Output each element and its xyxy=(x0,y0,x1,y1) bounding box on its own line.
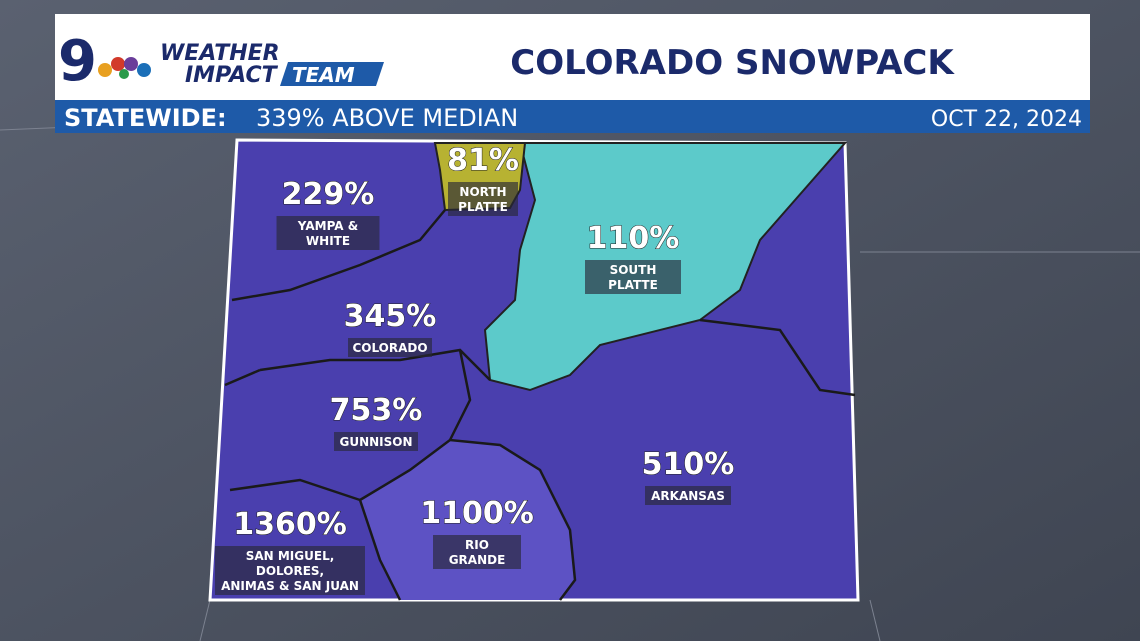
region-value: 1100% xyxy=(420,496,534,531)
rio-grande-basin xyxy=(360,440,575,600)
region-name: GRANDE xyxy=(449,553,506,567)
region-name: ARKANSAS xyxy=(651,489,725,503)
basin-boundaries xyxy=(224,209,856,601)
title: COLORADO SNOWPACK xyxy=(510,43,955,83)
subheader-bar xyxy=(55,100,1090,133)
region-name: DOLORES, xyxy=(256,564,324,578)
region-name-box xyxy=(448,182,518,216)
brand-box xyxy=(280,62,384,86)
region-name: NORTH xyxy=(459,185,506,199)
logo-number: 9 xyxy=(58,29,97,94)
date: OCT 22, 2024 xyxy=(931,107,1082,132)
region-name: SOUTH xyxy=(610,263,657,277)
region-name: ANIMAS & SAN JUAN xyxy=(221,579,359,593)
region-value: 81% xyxy=(447,143,519,178)
region-name: YAMPA & xyxy=(297,219,358,233)
region-name: COLORADO xyxy=(352,341,427,355)
region-name-box xyxy=(433,535,521,569)
region-name-box xyxy=(215,546,365,595)
region-value: 229% xyxy=(282,177,375,212)
region-name-box xyxy=(334,432,418,451)
region-name-box xyxy=(585,260,681,294)
region-name: PLATTE xyxy=(608,278,658,292)
brand-left: IMPACT xyxy=(185,63,279,88)
region-name-box xyxy=(645,486,731,505)
brand-right: TEAM xyxy=(292,63,355,87)
region-name: PLATTE xyxy=(458,200,508,214)
region-value: 753% xyxy=(330,393,423,428)
region-name-box xyxy=(348,338,432,357)
region-value: 110% xyxy=(587,221,680,256)
region-name: WHITE xyxy=(306,234,350,248)
statewide-value: 339% ABOVE MEDIAN xyxy=(256,104,518,132)
statewide-label: STATEWIDE: xyxy=(64,104,227,132)
header-bar xyxy=(55,14,1090,100)
region-name: SAN MIGUEL, xyxy=(246,549,335,563)
region-value: 345% xyxy=(344,299,437,334)
peacock-logo xyxy=(98,57,151,79)
region-value: 1360% xyxy=(233,507,347,542)
region-name-box xyxy=(276,216,380,250)
region-value: 510% xyxy=(642,447,735,482)
region-name: RIO xyxy=(465,538,489,552)
region-labels: 229%YAMPA &WHITE81%NORTHPLATTE110%SOUTHP… xyxy=(215,143,735,595)
region-name: GUNNISON xyxy=(339,435,412,449)
brand-top: WEATHER xyxy=(160,41,280,66)
